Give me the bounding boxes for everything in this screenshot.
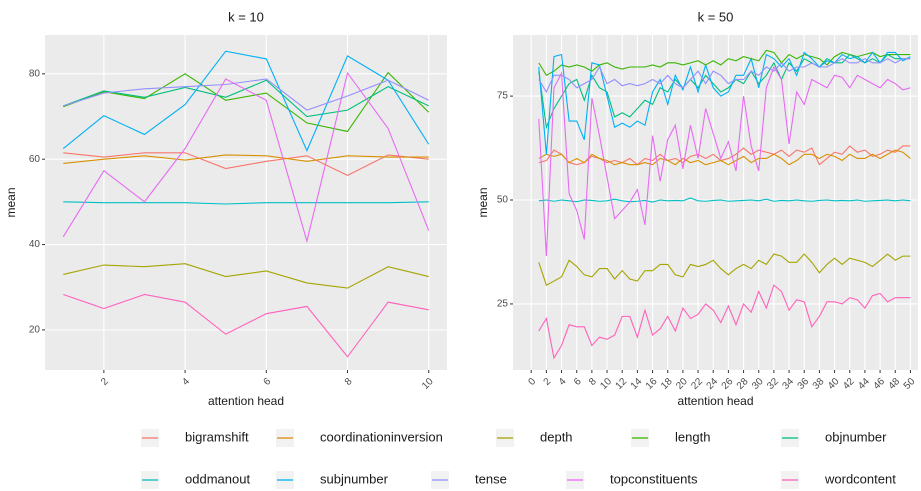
series-line (63, 152, 429, 177)
x-tick-label: 36 (796, 376, 812, 392)
y-tick-label: 50 (497, 195, 509, 206)
legend-label: coordinationinversion (320, 429, 443, 444)
x-tick-label: 32 (765, 376, 781, 392)
y-tick-label: 60 (29, 154, 41, 165)
series-line (538, 197, 911, 203)
series-line (62, 50, 430, 153)
legend-label: bigramshift (185, 429, 249, 444)
x-tick-label: 8 (587, 376, 599, 388)
legend-label: length (675, 429, 710, 444)
series-line (62, 71, 430, 244)
x-tick-label: 0 (526, 376, 538, 388)
x-tick-label: 20 (674, 376, 690, 392)
series-line (63, 79, 429, 118)
y-tick-label: 75 (497, 91, 509, 102)
series-line (63, 71, 430, 133)
series-line (63, 263, 429, 289)
legend-label: objnumber (825, 429, 887, 444)
x-tick-label: 50 (902, 376, 918, 392)
y-tick-label: 80 (29, 68, 41, 79)
legend-label: topconstituents (610, 471, 698, 486)
panel-title: k = 50 (698, 9, 734, 24)
series-line (538, 284, 911, 360)
series-line (538, 58, 911, 94)
series-line (538, 49, 911, 77)
series-line (63, 154, 429, 164)
x-tick-label: 14 (629, 376, 645, 392)
x-tick-label: 28 (735, 376, 751, 392)
x-tick-label: 18 (659, 376, 675, 392)
series-line (538, 149, 911, 166)
x-tick-label: 24 (705, 376, 721, 392)
legend-label: wordcontent (824, 471, 896, 486)
x-tick-label: 10 (598, 376, 614, 392)
x-tick-label: 8 (343, 376, 355, 388)
series-line (538, 253, 911, 287)
series-line (63, 201, 429, 205)
x-tick-label: 12 (614, 376, 630, 392)
x-tick-label: 44 (856, 376, 872, 392)
x-tick-label: 4 (557, 376, 569, 388)
x-tick-label: 22 (689, 376, 705, 392)
x-axis-title: attention head (208, 394, 284, 408)
x-tick-label: 48 (887, 376, 903, 392)
x-tick-label: 6 (572, 376, 584, 388)
legend-label: subjnumber (320, 471, 389, 486)
legend-label: tense (475, 471, 507, 486)
series-line (63, 78, 429, 111)
y-tick-label: 20 (29, 325, 41, 336)
series-line (538, 65, 911, 257)
x-tick-label: 38 (811, 376, 827, 392)
x-tick-label: 2 (542, 376, 554, 388)
y-tick-label: 40 (29, 239, 41, 250)
panel-title: k = 10 (228, 9, 264, 24)
y-axis-title: mean (476, 187, 490, 217)
x-tick-label: 26 (720, 376, 736, 392)
series-line (63, 293, 429, 358)
x-tick-label: 46 (871, 376, 887, 392)
x-tick-label: 30 (750, 376, 766, 392)
x-tick-label: 42 (841, 376, 857, 392)
x-tick-label: 6 (262, 376, 274, 388)
x-tick-label: 16 (644, 376, 660, 392)
y-tick-label: 25 (497, 299, 509, 310)
x-tick-label: 40 (826, 376, 842, 392)
x-tick-label: 10 (420, 376, 436, 392)
x-tick-label: 34 (780, 376, 796, 392)
y-axis-title: mean (4, 187, 18, 217)
legend-label: depth (540, 429, 573, 444)
series-line (538, 53, 911, 130)
x-tick-label: 2 (99, 376, 111, 388)
x-axis-title: attention head (677, 394, 753, 408)
x-tick-label: 4 (180, 376, 192, 388)
legend-label: oddmanout (185, 471, 250, 486)
